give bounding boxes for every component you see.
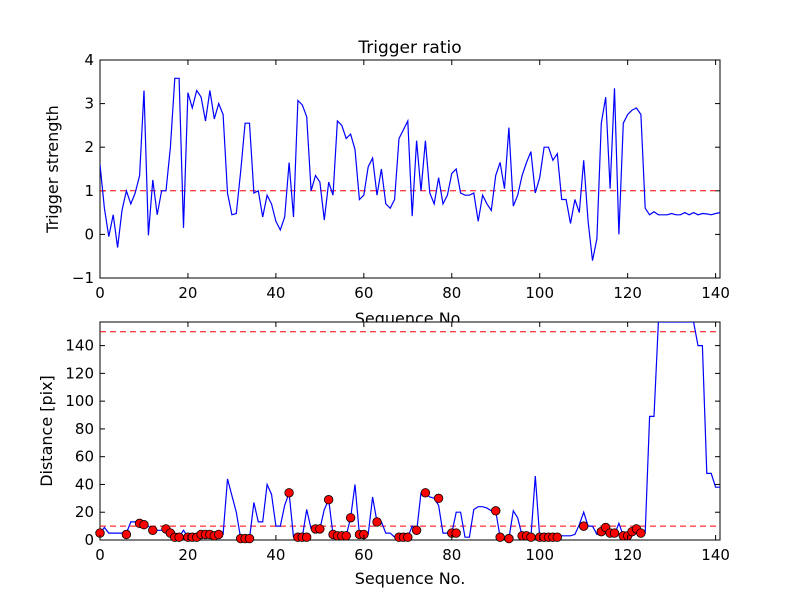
bottom-marker (451, 528, 461, 538)
distance-markers (95, 488, 646, 544)
bottom-marker (174, 532, 184, 542)
bottom-marker (552, 532, 563, 542)
bottom-xtick-label: 60 (354, 546, 373, 564)
bottom-threshold-lines (100, 331, 720, 527)
top-xtick-label: 80 (442, 284, 461, 302)
top-xtick-label: 120 (613, 284, 642, 302)
bottom-ytick-label: 120 (65, 364, 94, 382)
bottom-marker (341, 531, 351, 541)
bottom-ytick-label: 0 (84, 531, 94, 549)
top-ytick-label: 1 (84, 182, 94, 200)
bottom-xtick-label: 140 (701, 546, 730, 564)
bottom-marker (504, 533, 514, 544)
bottom-marker (526, 532, 536, 542)
top-xtick-label: 140 (701, 284, 730, 302)
distance-panel: 0 20 40 60 80 100 120 140 0 20 40 60 80 100 120 140 Seq… (37, 321, 730, 588)
bottom-ytick-label: 20 (75, 503, 94, 521)
bottom-marker (372, 517, 382, 527)
bottom-marker (495, 532, 505, 542)
bottom-axes-frame (99, 321, 721, 541)
bottom-marker (323, 495, 334, 505)
chart-title: Trigger ratio (357, 38, 461, 58)
bottom-marker (433, 493, 444, 504)
bottom-marker (284, 488, 294, 498)
top-series-line (100, 77, 720, 261)
top-xtick-label: 0 (95, 284, 105, 302)
bottom-axis-ticks: 0 20 40 60 80 100 120 140 0 20 40 60 80 100 120 140 (65, 322, 730, 564)
top-ylabel: Trigger strength (43, 105, 62, 234)
bottom-marker (301, 532, 312, 542)
top-ytick-label: −1 (72, 269, 94, 287)
bottom-marker (411, 525, 422, 535)
top-xtick-label: 60 (354, 284, 373, 302)
bottom-marker (345, 513, 356, 523)
top-ytick-label: 0 (84, 225, 94, 243)
bottom-ytick-label: 140 (65, 337, 94, 355)
bottom-xtick-label: 100 (525, 546, 554, 564)
bottom-xtick-label: 120 (613, 546, 642, 564)
bottom-ytick-label: 80 (75, 420, 94, 438)
bottom-marker (148, 525, 158, 535)
bottom-marker (636, 528, 646, 538)
bottom-marker (315, 524, 325, 534)
bottom-marker (420, 488, 431, 498)
bottom-ytick-label: 60 (75, 448, 94, 466)
top-xtick-label: 40 (266, 284, 285, 302)
bottom-marker (121, 529, 132, 540)
bottom-marker (491, 506, 501, 516)
bottom-xlabel: Sequence No. (355, 569, 466, 588)
bottom-marker (578, 521, 589, 531)
bottom-ytick-label: 100 (65, 392, 94, 410)
bottom-xtick-label: 40 (266, 546, 285, 564)
trigger-strength-series (100, 77, 720, 261)
bottom-xtick-label: 20 (178, 546, 197, 564)
bottom-marker (214, 529, 224, 540)
bottom-ylabel: Distance [pix] (37, 375, 56, 487)
bottom-xtick-label: 80 (442, 546, 461, 564)
top-xtick-label: 20 (178, 284, 197, 302)
top-xtick-label: 100 (525, 284, 554, 302)
bottom-ytick-label: 40 (75, 475, 94, 493)
bottom-xtick-label: 0 (95, 546, 105, 564)
bottom-marker (609, 528, 620, 538)
top-ytick-label: 3 (84, 95, 94, 113)
bottom-marker (244, 533, 255, 544)
bottom-marker (139, 520, 149, 530)
top-ytick-label: 4 (84, 51, 94, 69)
bottom-marker (403, 532, 413, 542)
top-ytick-label: 2 (84, 138, 94, 156)
